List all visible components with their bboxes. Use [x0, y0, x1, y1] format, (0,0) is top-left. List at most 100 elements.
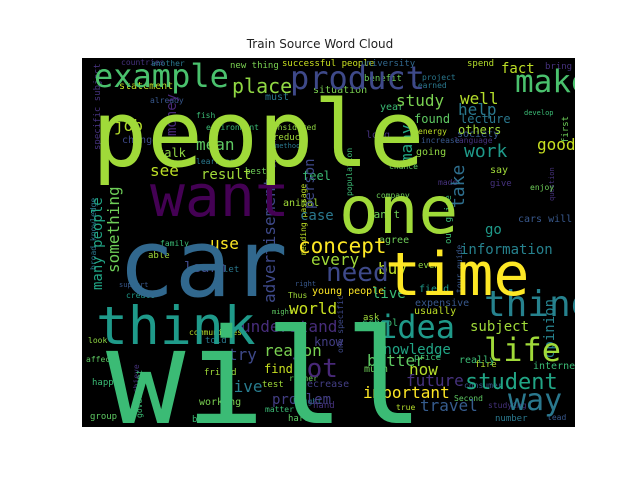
word-person: person	[302, 158, 318, 209]
word-bought: bought	[293, 397, 322, 406]
word-use: use	[210, 234, 239, 253]
word-talk: talk	[157, 146, 187, 160]
word-let: let	[223, 265, 239, 275]
word-even-though: even though	[270, 122, 278, 168]
word-best: best	[245, 167, 267, 177]
word-right: right	[295, 280, 316, 288]
word-animal: animal	[283, 198, 319, 209]
word-travel: travel	[420, 396, 478, 415]
word-knowledge: knowledge	[375, 342, 451, 358]
word-will: will	[106, 301, 424, 427]
word-can-t: can't	[367, 208, 400, 221]
word-statement: statement	[119, 81, 173, 92]
word-mean: mean	[196, 135, 235, 154]
word-cars-will: cars will	[518, 214, 572, 225]
word-affect: affect	[86, 355, 115, 364]
word-agree: agree	[379, 235, 409, 246]
word-life: life	[484, 331, 561, 369]
word-project: project	[422, 73, 456, 82]
word-many: many	[397, 124, 416, 163]
word-take: take	[448, 165, 469, 208]
word-learning: learning	[196, 157, 235, 166]
word-live: live	[372, 286, 406, 302]
word-help: help	[458, 100, 497, 119]
word-every: every	[311, 250, 360, 269]
word-make: make	[515, 64, 575, 100]
word-ask: ask	[363, 313, 380, 323]
word-money: money	[164, 94, 180, 136]
word-our-guide: our guide	[444, 195, 454, 244]
word-second: Second	[454, 394, 483, 403]
word-chance: chance	[389, 162, 418, 171]
word-fire: fire	[475, 360, 497, 370]
word-concept: concept	[298, 234, 387, 258]
word-product: product	[290, 59, 425, 97]
word-another: another	[151, 59, 185, 68]
word-problem: problem	[272, 392, 331, 408]
word-energy: energy	[418, 127, 447, 136]
word-tour-guide: tour guide	[455, 245, 464, 293]
word-spend: spend	[467, 59, 494, 69]
word-know: know	[314, 335, 344, 349]
word-achieve: achieve	[132, 364, 141, 398]
word-increase: increase	[421, 136, 460, 145]
word-cloud: support method question develop right might ev…	[82, 58, 575, 427]
word-question: question	[548, 167, 556, 201]
word-advertisement: advertisement	[260, 178, 279, 303]
word-friend: friend	[204, 368, 237, 378]
word-broad-knowledge: broad knowledge	[89, 198, 98, 270]
word-must: must	[265, 92, 289, 103]
word-way: way	[508, 383, 562, 418]
word-place: place	[232, 74, 292, 98]
word-reason: reason	[264, 341, 322, 360]
word-reading-passage: reading passage	[299, 184, 308, 256]
word-example: example	[94, 58, 229, 95]
word-need: need	[326, 258, 389, 288]
word-look: look	[88, 336, 107, 345]
word-found: found	[414, 112, 450, 126]
word-opinion: opinion	[542, 299, 558, 358]
word-lecture: lecture	[460, 112, 511, 126]
word-develop: develop	[524, 109, 554, 117]
word-give: give	[224, 377, 263, 396]
word-group: support method question develop right might ev…	[86, 58, 575, 427]
word-think: think	[96, 296, 256, 357]
word-subject: subject	[470, 319, 529, 335]
chart-title: Train Source Word Cloud	[246, 37, 394, 51]
word-year: year	[380, 102, 404, 113]
word-price: price	[414, 353, 441, 363]
word-learned: learned	[413, 81, 447, 90]
word-already: already	[150, 96, 184, 105]
word-say: say	[490, 165, 508, 176]
word-work: work	[464, 141, 508, 162]
word-really: really	[459, 355, 495, 366]
word-important: important	[363, 383, 450, 402]
word-expensive: expensive	[415, 298, 469, 309]
word-support: support	[119, 281, 149, 289]
word-happen: happen	[92, 378, 125, 388]
word-something: something	[104, 186, 123, 273]
word-family: family	[160, 239, 189, 248]
word-give: give	[490, 179, 512, 189]
word-better: better	[367, 351, 425, 370]
word-thus: Thus	[288, 291, 307, 300]
word-study: study	[396, 91, 445, 110]
word-student: student	[465, 370, 558, 395]
word-studying: studying	[488, 401, 527, 410]
word-bring: bring	[545, 62, 572, 72]
word-learn: learn	[184, 260, 226, 276]
word-hand: hand	[313, 401, 335, 411]
word-see: see	[150, 161, 179, 180]
word-many-people: many people	[90, 197, 106, 290]
word-made: made	[438, 178, 457, 187]
word-feel: feel	[302, 169, 331, 183]
word-rather: rather	[289, 374, 318, 383]
word-might: might	[272, 308, 293, 316]
word-people: people	[92, 81, 424, 188]
word-matter: matter	[265, 405, 294, 414]
word-create: create	[126, 291, 155, 300]
word-hard: hard	[288, 414, 310, 424]
word-one: one	[339, 172, 458, 249]
word-first: first	[561, 116, 571, 143]
